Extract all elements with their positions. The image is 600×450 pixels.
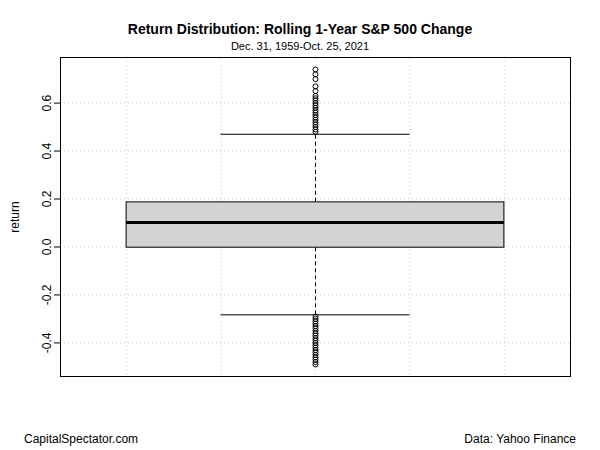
svg-text:0.2: 0.2 xyxy=(40,190,54,207)
svg-text:0.4: 0.4 xyxy=(40,142,54,159)
svg-text:-0.2: -0.2 xyxy=(40,284,54,305)
svg-text:0.6: 0.6 xyxy=(40,94,54,111)
html-text:CapitalSpectator.com: CapitalSpectator.com xyxy=(24,432,139,446)
html-text:Dec. 31, 1959-Oct. 25, 2021: Dec. 31, 1959-Oct. 25, 2021 xyxy=(230,40,370,52)
html-text:Return Distribution: Rolling 1: Return Distribution: Rolling 1-Year S&P … xyxy=(127,21,473,37)
svg-text:0.0: 0.0 xyxy=(40,238,54,255)
svg-text:return: return xyxy=(8,201,22,232)
svg-text:-0.4: -0.4 xyxy=(40,332,54,353)
html-text:Data: Yahoo Finance: Data: Yahoo Finance xyxy=(464,432,576,446)
